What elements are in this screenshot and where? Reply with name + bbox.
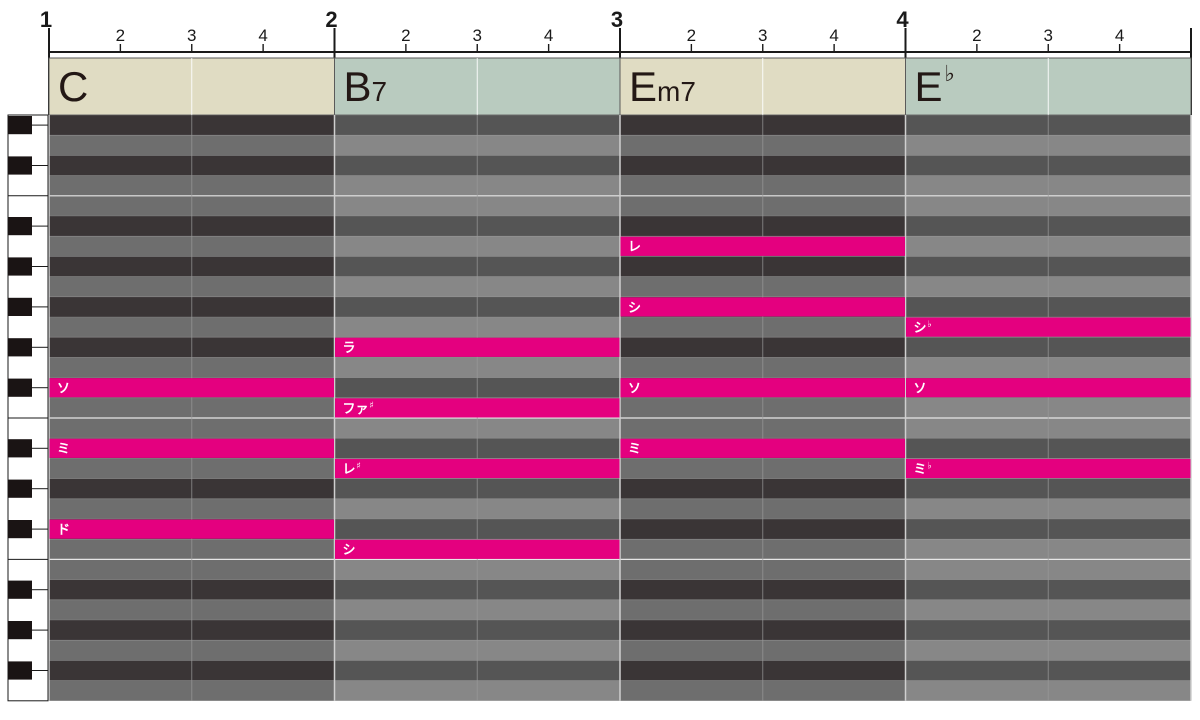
black-key <box>8 297 32 316</box>
chord-track: C B7 Em7 E ♭ <box>48 57 1192 116</box>
beat-number: 2 <box>116 26 125 45</box>
note-label: シ <box>628 301 641 316</box>
black-key <box>8 661 32 680</box>
note-block[interactable]: シ <box>335 539 620 559</box>
note-block[interactable]: ド <box>49 519 335 539</box>
chord-label: E ♭ <box>915 62 955 110</box>
note-block[interactable]: シ♭ <box>906 317 1191 337</box>
beat-number: 2 <box>972 26 981 45</box>
black-key <box>8 116 32 135</box>
chord-label: C <box>58 63 87 110</box>
note-label: シ♭ <box>914 320 932 336</box>
note-bar[interactable] <box>49 519 335 539</box>
note-bar[interactable] <box>335 539 620 559</box>
note-label: ラ <box>343 341 356 356</box>
chord-root: E <box>629 63 656 110</box>
note-block[interactable]: ミ <box>49 438 335 458</box>
note-label: ソ <box>914 382 927 397</box>
note-bar[interactable] <box>906 317 1191 337</box>
keyboard-frame <box>7 114 49 702</box>
note-label: ソ <box>628 382 641 397</box>
note-bar[interactable] <box>49 378 335 398</box>
chord-label: Em7 <box>629 63 696 110</box>
black-key <box>8 621 32 640</box>
black-key <box>8 156 32 175</box>
note-block[interactable]: ソ <box>620 378 906 398</box>
black-key <box>8 439 32 458</box>
measure-number: 2 <box>325 7 337 32</box>
note-bar[interactable] <box>620 378 906 398</box>
note-bar[interactable] <box>906 378 1191 398</box>
note-block[interactable]: レ♯ <box>335 458 620 479</box>
black-key <box>8 257 32 276</box>
note-label: シ <box>343 543 356 558</box>
black-key <box>8 580 32 599</box>
note-bar[interactable] <box>335 398 620 418</box>
note-block[interactable]: ソ <box>49 378 335 398</box>
note-block[interactable]: ラ <box>335 337 620 357</box>
beat-number: 3 <box>758 26 767 45</box>
note-label: ファ♯ <box>343 401 374 417</box>
beat-number: 2 <box>687 26 696 45</box>
black-key <box>8 338 32 357</box>
beat-number: 3 <box>187 26 196 45</box>
note-label: ド <box>57 523 70 538</box>
note-bar[interactable] <box>906 458 1191 479</box>
beat-number: 4 <box>1115 26 1124 45</box>
note-label: レ <box>628 240 641 255</box>
measure-number: 3 <box>611 7 623 32</box>
beat-number: 3 <box>473 26 482 45</box>
note-block[interactable]: ミ♭ <box>906 458 1191 479</box>
beat-number: 3 <box>1044 26 1053 45</box>
note-grid <box>48 114 1192 701</box>
black-key <box>8 479 32 498</box>
beat-number: 4 <box>258 26 267 45</box>
note-bar[interactable] <box>620 297 906 317</box>
note-label: レ♯ <box>343 461 361 477</box>
chord-quality: 7 <box>372 76 388 107</box>
note-block[interactable]: ファ♯ <box>335 398 620 418</box>
note-label: ミ♭ <box>914 461 932 477</box>
note-block[interactable]: ミ <box>620 438 906 458</box>
chord-root: C <box>58 63 87 110</box>
black-key <box>8 378 32 397</box>
beat-number: 4 <box>544 26 553 45</box>
note-bar[interactable] <box>620 438 906 458</box>
note-label: ミ <box>57 442 70 457</box>
chord-root: B <box>344 63 370 110</box>
note-bar[interactable] <box>335 458 620 479</box>
measure-number: 4 <box>896 7 909 32</box>
note-label: ミ <box>628 442 641 457</box>
chord-root: E <box>915 63 942 110</box>
beat-number: 4 <box>829 26 838 45</box>
chord-quality: ♭ <box>945 62 955 87</box>
black-key <box>8 217 32 236</box>
piano-keyboard <box>7 114 49 702</box>
beat-number: 2 <box>401 26 410 45</box>
note-bar[interactable] <box>620 236 906 256</box>
black-key <box>8 520 32 539</box>
note-label: ソ <box>57 382 70 397</box>
chord-label: B7 <box>344 63 388 110</box>
note-block[interactable]: シ <box>620 297 906 317</box>
note-block[interactable]: ソ <box>906 378 1191 398</box>
chord-quality: m7 <box>657 76 696 107</box>
note-bar[interactable] <box>49 438 335 458</box>
note-block[interactable]: レ <box>620 236 906 256</box>
measure-number: 1 <box>40 7 52 32</box>
note-bar[interactable] <box>335 337 620 357</box>
